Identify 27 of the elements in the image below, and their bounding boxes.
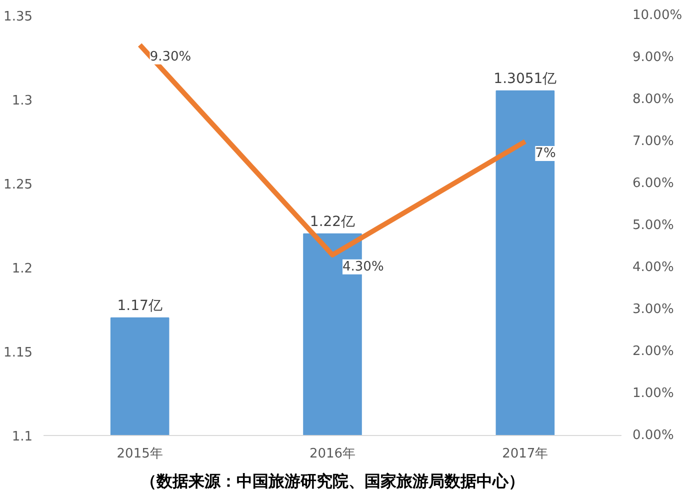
y2-tick-label: 0.00% bbox=[632, 428, 674, 443]
y-tick-label: 1.2 bbox=[12, 262, 33, 276]
x-tick-label: 2015年 bbox=[116, 446, 163, 462]
y-tick-label: 1.15 bbox=[4, 346, 33, 360]
data-label: 4.30% bbox=[342, 259, 384, 274]
y-tick-label: 1.3 bbox=[12, 94, 33, 108]
y2-tick-label: 6.00% bbox=[632, 176, 674, 191]
y-tick-label: 1.35 bbox=[4, 10, 33, 24]
y2-tick-label: 2.00% bbox=[632, 344, 674, 359]
y2-tick-label: 10.00% bbox=[632, 8, 682, 23]
y-tick-label: 1.1 bbox=[12, 430, 33, 444]
text: （数据来源：中国旅游研究院、国家旅游局数据中心） bbox=[140, 472, 524, 490]
y-tick-label: 1.25 bbox=[4, 178, 33, 192]
y2-tick-label: 9.00% bbox=[632, 50, 674, 65]
y2-tick-label: 5.00% bbox=[632, 218, 674, 233]
y2-tick-label: 7.00% bbox=[632, 134, 674, 149]
data-label: 1.17亿 bbox=[117, 298, 162, 314]
y2-tick-label: 1.00% bbox=[632, 386, 674, 401]
data-label: 7% bbox=[535, 146, 556, 161]
y2-tick-label: 4.00% bbox=[632, 260, 674, 275]
data-label: 1.22亿 bbox=[310, 214, 356, 230]
x-tick-label: 2017年 bbox=[502, 446, 548, 462]
data-label: 9.30% bbox=[150, 49, 192, 64]
data-label: 1.3051亿 bbox=[494, 70, 557, 87]
y2-tick-label: 3.00% bbox=[632, 302, 674, 317]
x-tick-label: 2016年 bbox=[309, 446, 356, 462]
y2-tick-label: 8.00% bbox=[632, 92, 674, 107]
